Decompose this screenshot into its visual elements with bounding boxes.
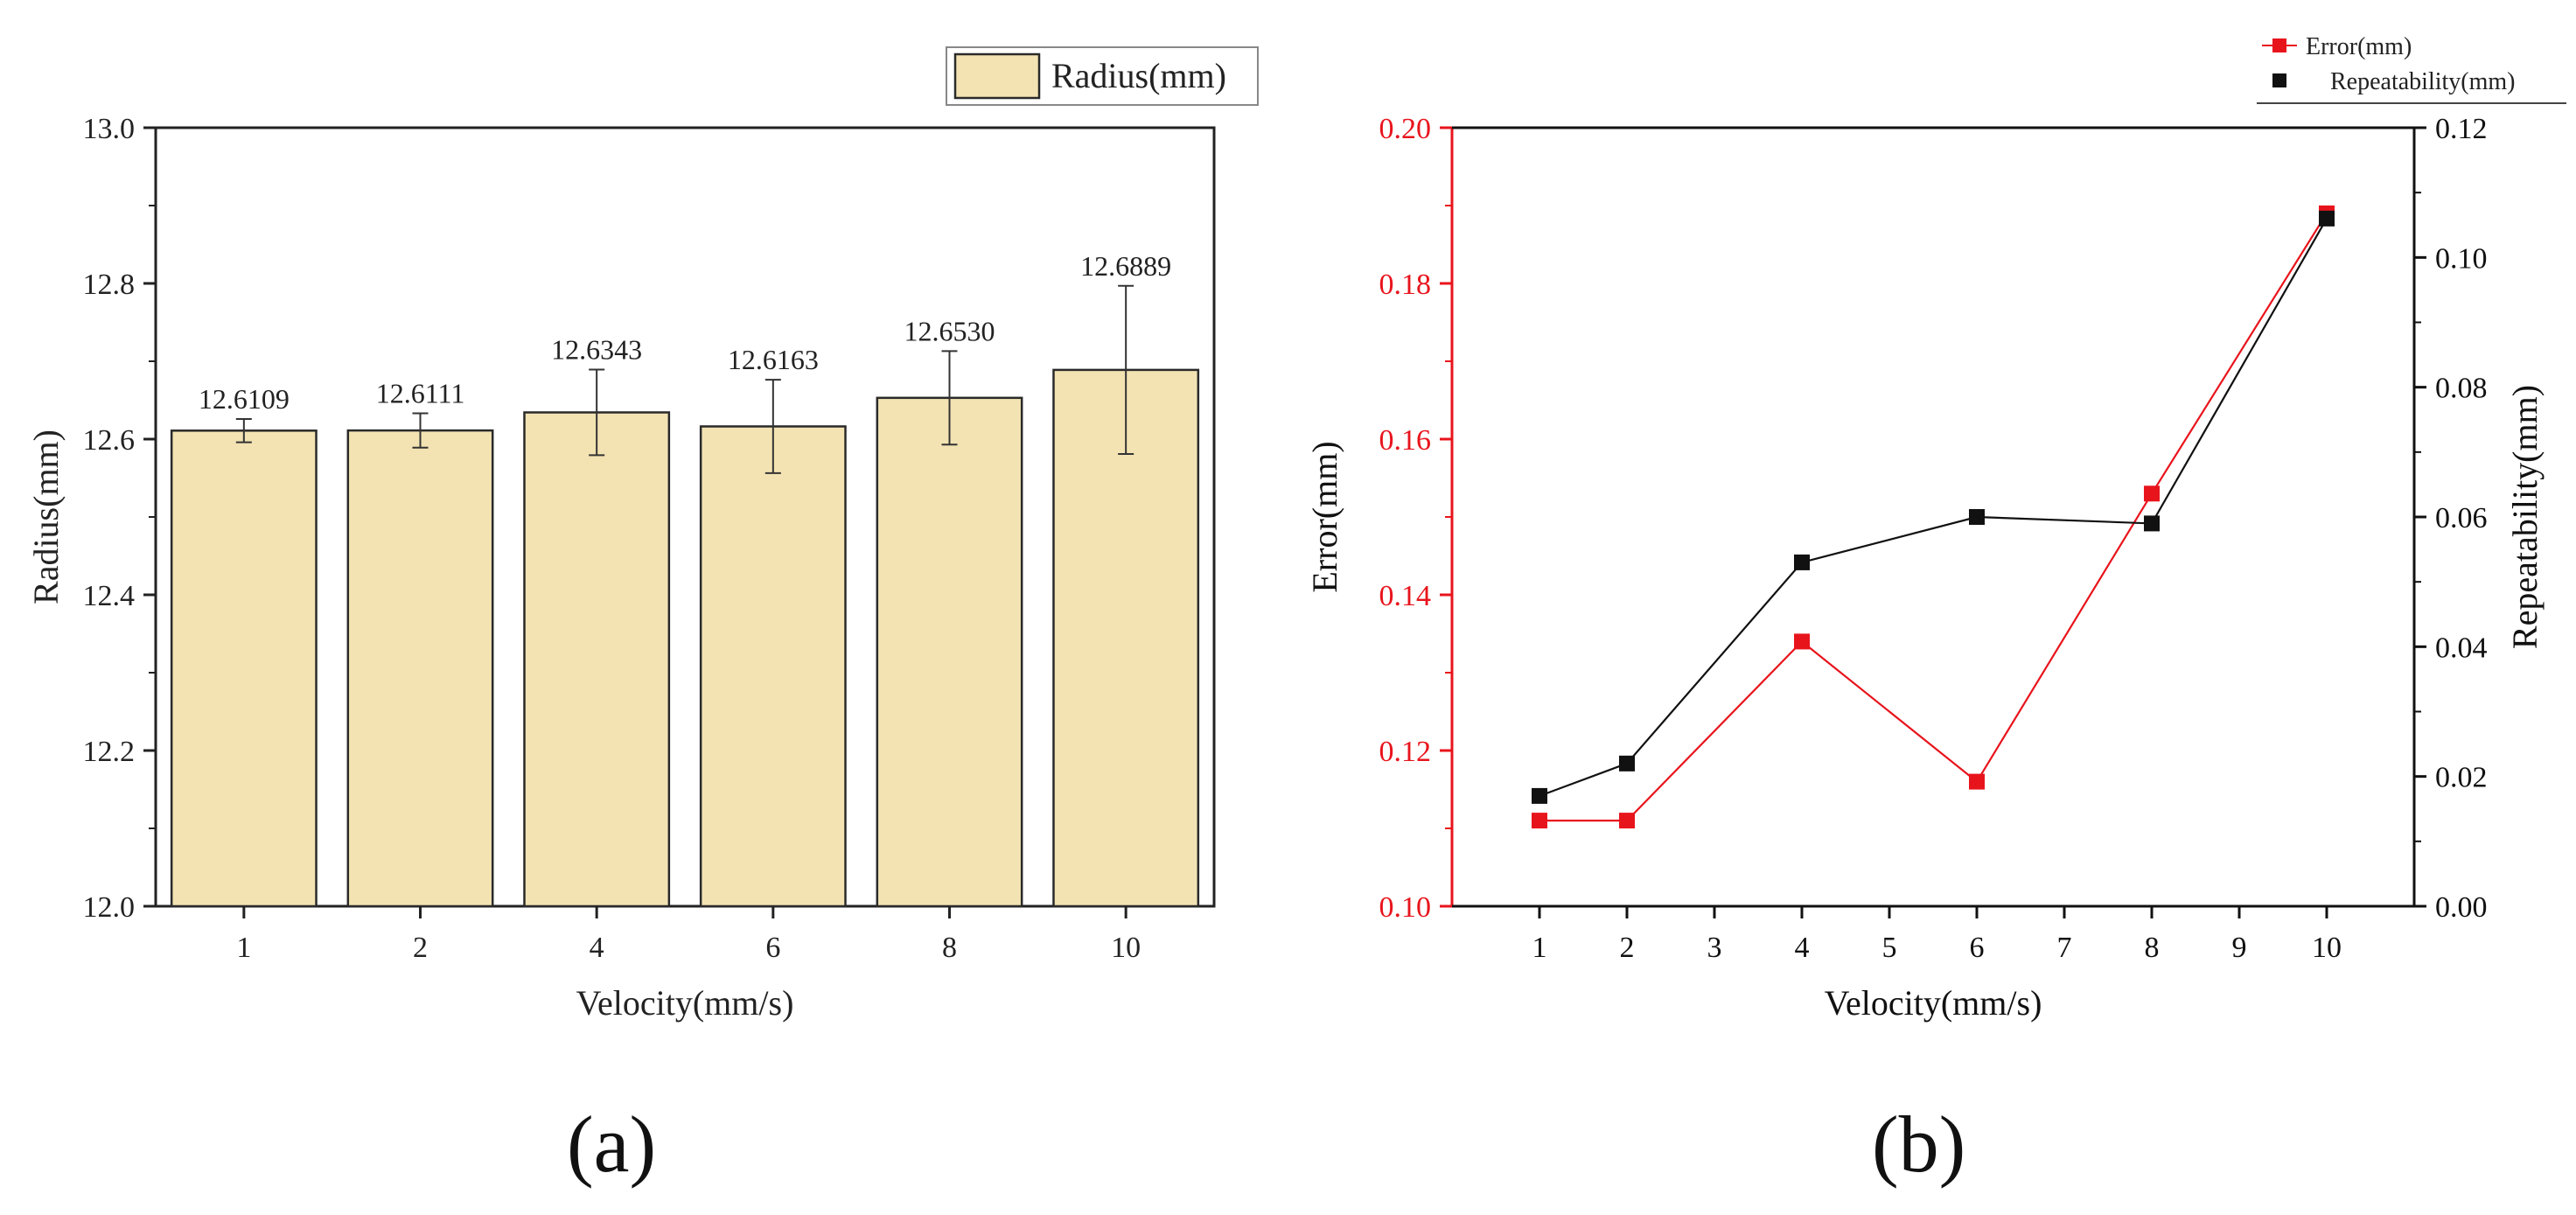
x-tick-label: 10: [2312, 932, 2342, 964]
data-label: 12.6530: [904, 315, 995, 346]
legend-marker-error: [2272, 38, 2286, 52]
right-y-tick-label: 0.10: [2435, 242, 2488, 275]
left-y-tick-label: 0.12: [1379, 736, 1432, 768]
y-tick-label: 12.0: [83, 891, 136, 924]
legend-label-repeatability: Repeatability(mm): [2330, 68, 2516, 95]
series-line-0: [1539, 213, 2328, 822]
x-tick-label: 3: [1707, 932, 1722, 964]
series-line-1: [1539, 218, 2328, 797]
panel-b-label: (b): [1872, 1100, 1966, 1189]
x-tick-label: 9: [2232, 932, 2247, 964]
error-repeatability-line-chart: 0.10 0.12 0.14 0.16 0.18 0.20 0.00 0.02 0.04 0.06…: [1305, 19, 2566, 1023]
left-y-tick-label: 0.10: [1379, 891, 1432, 924]
radius-bar-chart: 12.0 12.2 12.4 12.6 12.8 13.0 12.6109 1 12.6111 2…: [26, 46, 1259, 1023]
x-tick-label: 8: [2145, 932, 2160, 964]
right-y-tick-label: 0.12: [2435, 113, 2488, 145]
y-tick-label: 12.4: [83, 580, 136, 612]
series-1-point: [2144, 515, 2160, 532]
data-label: 12.6343: [551, 334, 642, 366]
right-y-tick-label: 0.08: [2435, 373, 2488, 405]
x-tick-label: 10: [1111, 932, 1141, 964]
data-label: 12.6889: [1080, 250, 1171, 282]
series-1-point: [1794, 554, 1810, 570]
y-tick-label: 13.0: [83, 113, 136, 145]
x-tick-label: 1: [1532, 932, 1547, 964]
y-tick-label: 12.6: [83, 424, 136, 457]
data-label: 12.6163: [728, 344, 819, 375]
left-y-tick-label: 0.20: [1379, 113, 1432, 145]
left-y-tick-label: 0.14: [1379, 580, 1432, 612]
x-axis-title: Velocity(mm/s): [576, 983, 794, 1023]
x-tick-label: 6: [1970, 932, 1985, 964]
legend-box: [2255, 19, 2565, 103]
x-tick-label: 6: [765, 932, 780, 964]
series-0-point: [2144, 485, 2160, 502]
left-y-tick-label: 0.16: [1379, 424, 1432, 457]
panel-a-label: (a): [567, 1100, 657, 1189]
right-y-tick-label: 0.00: [2435, 891, 2488, 924]
y-axis-title: Radius(mm): [26, 429, 66, 604]
bar: [170, 429, 318, 908]
bar: [523, 411, 671, 908]
series-0-point: [1619, 813, 1635, 829]
legend-marker-repeatability: [2272, 73, 2286, 87]
x-tick-label: 5: [1882, 932, 1897, 964]
x-tick-label: 7: [2057, 932, 2072, 964]
legend-label-error: Error(mm): [2306, 33, 2412, 60]
legend-label: Radius(mm): [1051, 56, 1226, 95]
series-1-point: [1969, 509, 1985, 525]
bar: [346, 429, 494, 908]
right-y-tick-label: 0.02: [2435, 762, 2488, 794]
left-y-axis-title: Error(mm): [1305, 441, 1344, 592]
right-y-tick-label: 0.04: [2435, 632, 2488, 664]
y-tick-label: 12.2: [83, 736, 136, 768]
left-y-tick-label: 0.18: [1379, 269, 1432, 301]
series-1-point: [1619, 755, 1635, 772]
bar: [699, 425, 847, 908]
x-tick-label: 4: [1795, 932, 1810, 964]
x-tick-label: 1: [236, 932, 251, 964]
y-tick-label: 12.8: [83, 269, 136, 301]
data-label: 12.6109: [199, 383, 290, 415]
x-tick-label: 2: [1620, 932, 1635, 964]
series-1-point: [1532, 787, 1547, 804]
bar: [876, 396, 1023, 908]
right-y-axis-title: Repeatability(mm): [2505, 385, 2545, 649]
right-y-tick-label: 0.06: [2435, 502, 2488, 534]
series-0-point: [1969, 773, 1985, 790]
x-tick-label: 2: [413, 932, 428, 964]
x-axis-title: Velocity(mm/s): [1825, 983, 2042, 1023]
data-label: 12.6111: [376, 378, 465, 409]
x-tick-label: 8: [942, 932, 957, 964]
legend-swatch: [953, 52, 1041, 100]
series-1-point: [2319, 210, 2335, 227]
series-0-point: [1532, 813, 1547, 829]
x-tick-label: 4: [590, 932, 604, 964]
series-0-point: [1794, 633, 1810, 650]
